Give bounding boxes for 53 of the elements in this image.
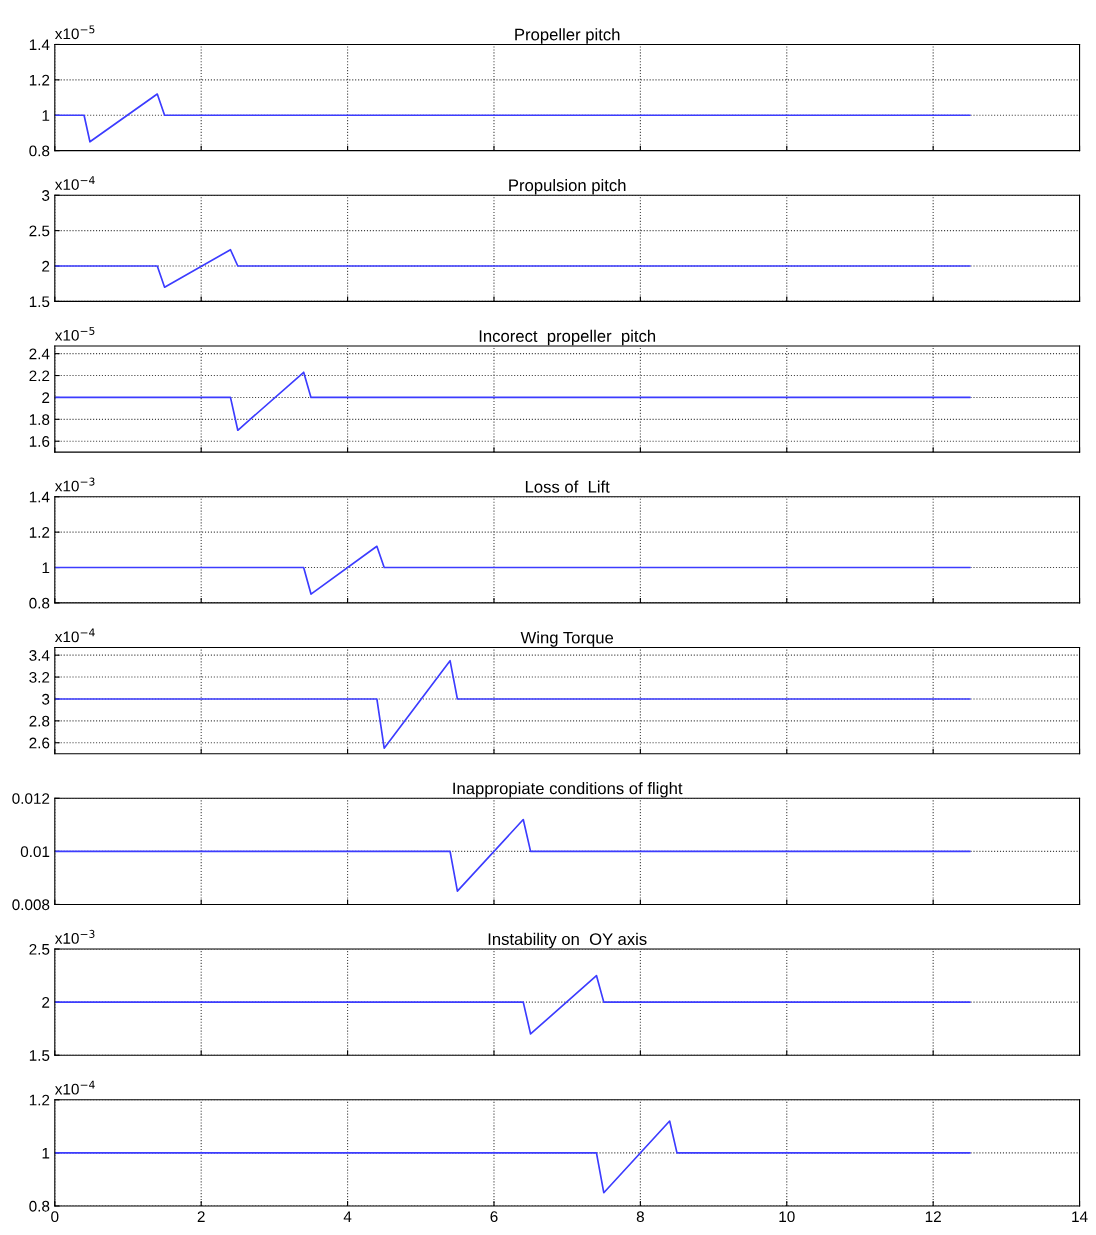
y-tick-label: 0.8 (29, 145, 50, 157)
chart-title: Incorect propeller pitch (479, 329, 656, 346)
y-tick-label: 2.8 (29, 715, 50, 727)
x-tick-label: 4 (343, 1211, 352, 1222)
chart-title: Instability on OY axis (488, 932, 647, 949)
text: x10$^{−5}$ (54, 326, 95, 341)
x-tick-label: 2 (197, 1211, 205, 1222)
y-tick-label: 0.8 (29, 1200, 50, 1212)
y-tick-label: 2.5 (29, 943, 50, 955)
y-tick-label: 1.5 (29, 1050, 50, 1061)
x-tick-label: 10 (779, 1211, 795, 1223)
y-tick-label: 3 (42, 190, 50, 201)
y-tick-label: 2 (42, 392, 50, 403)
x-tick-label: 14 (1072, 1211, 1088, 1222)
y-tick-label: 1.4 (29, 491, 50, 503)
y-tick-label: 1.2 (29, 527, 50, 538)
y-tick-label: 1.6 (29, 436, 50, 447)
y-tick-label: 1 (42, 1147, 50, 1159)
y-tick-label: 3 (42, 693, 50, 705)
y-tick-label: 2 (42, 260, 50, 272)
y-tick-label: 0.01 (20, 846, 50, 858)
y-tick-label: 2 (42, 997, 50, 1008)
y-tick-label: 1.5 (29, 296, 50, 308)
text: x10$^{−4}$ (54, 628, 95, 643)
text: x10$^{−3}$ (54, 929, 95, 944)
y-tick-label: 2.5 (29, 225, 50, 237)
y-tick-label: 2.2 (29, 370, 50, 382)
text: x10$^{−4}$ (54, 1080, 95, 1095)
y-tick-label: 0.8 (29, 597, 50, 609)
y-tick-label: 1.8 (29, 414, 50, 426)
x-tick-label: 12 (925, 1211, 941, 1222)
y-tick-label: 1.2 (29, 1094, 50, 1106)
y-tick-label: 1.2 (29, 74, 50, 86)
y-tick-label: 3.4 (29, 650, 50, 661)
chart-title: Inappropiate conditions of flight (453, 782, 683, 798)
text: x10$^{−4}$ (54, 176, 95, 190)
y-tick-label: 1 (42, 562, 50, 574)
x-tick-label: 0 (51, 1211, 59, 1223)
y-tick-label: 3.2 (29, 671, 50, 683)
chart-title: Propulsion pitch (509, 178, 626, 195)
y-tick-label: 1 (42, 110, 50, 121)
y-tick-label: 2.6 (29, 737, 50, 749)
y-tick-label: 2.4 (29, 348, 50, 360)
x-tick-label: 8 (636, 1211, 644, 1223)
text: x10$^{−3}$ (54, 477, 95, 492)
y-tick-label: 0.008 (12, 899, 50, 911)
x-tick-label: 6 (490, 1211, 498, 1223)
chart-title: Loss of Lift (525, 480, 610, 493)
y-tick-label: 1.4 (29, 39, 50, 50)
chart-title: Wing Torque (520, 631, 614, 647)
y-tick-label: 0.012 (12, 793, 50, 804)
chart-title: Propeller pitch (515, 28, 620, 44)
text: x10$^{−5}$ (54, 25, 95, 40)
